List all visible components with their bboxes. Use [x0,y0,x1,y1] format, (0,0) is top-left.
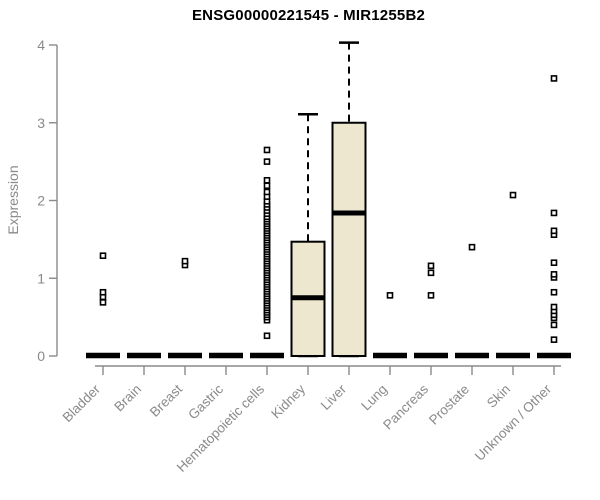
x-tick-label: Bladder [60,381,104,425]
y-tick-label: 3 [37,115,45,131]
x-tick-label: Gastric [185,381,226,422]
outlier-point [550,209,558,217]
outlier-point [427,269,435,277]
collapsed-box-bar [86,352,120,359]
outlier-point [550,336,558,343]
y-tick-label: 0 [37,348,45,364]
x-tick-label: Prostate [426,382,472,428]
outlier-point [99,299,107,306]
box [331,121,367,357]
outlier-point [550,271,558,278]
outlier-point [99,288,107,296]
collapsed-box-bar [250,352,284,359]
collapsed-box-bar [414,352,448,359]
collapsed-box-bar [127,352,161,359]
outlier-point [427,262,435,270]
x-tick-label: Kidney [268,381,308,421]
x-tick-label: Brain [111,382,144,415]
x-tick-label: Unknown / Other [472,381,555,464]
outlier-point [550,321,558,329]
outlier-point [550,227,558,235]
outlier-point [181,257,189,265]
y-tick-label: 2 [37,193,45,209]
outlier-point [99,252,107,260]
collapsed-box-bar [168,352,202,359]
outlier-point [263,188,271,196]
collapsed-box-bar [537,352,571,359]
outlier-point [263,332,271,340]
collapsed-box-bar [209,352,243,359]
outlier-point [550,288,558,296]
x-tick-label: Skin [484,382,513,411]
y-tick-label: 4 [37,37,45,53]
outlier-point [550,75,558,82]
outlier-point [550,259,558,267]
x-tick-label: Lung [358,382,390,414]
collapsed-box-bar [455,352,489,359]
outlier-point [386,292,394,299]
outlier-point [263,158,271,165]
outlier-point [468,243,476,251]
chart-title: ENSG00000221545 - MIR1255B2 [191,7,426,24]
x-tick-label: Breast [147,381,185,419]
outlier-point [550,303,558,311]
y-tick-label: 1 [37,270,45,286]
x-tick-label: Liver [318,381,350,413]
x-tick-label: Pancreas [380,381,431,432]
outlier-point [263,176,271,184]
collapsed-box-bar [496,352,530,359]
collapsed-box-bar [373,352,407,359]
outlier-point [509,191,517,199]
outlier-point [263,146,271,154]
outlier-point [263,182,271,190]
outlier-point [427,292,435,299]
